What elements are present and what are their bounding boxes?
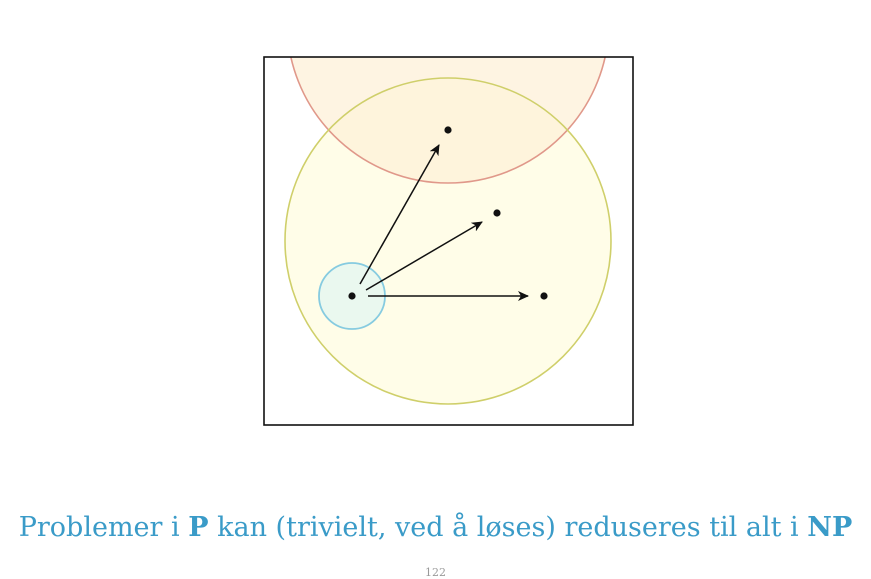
class-np-label: NP bbox=[807, 512, 853, 543]
frame bbox=[263, 56, 634, 426]
caption-text-2: kan (trivielt, ved å løses) reduseres ti… bbox=[208, 512, 808, 543]
slide-caption: Problemer i P kan (trivielt, ved å løses… bbox=[0, 512, 871, 543]
class-p-label: P bbox=[188, 512, 209, 543]
np-problem-point-top bbox=[444, 126, 452, 134]
arrow-to-top-point bbox=[359, 144, 440, 285]
p-problem-point bbox=[348, 292, 356, 300]
caption-text-1: Problemer i bbox=[18, 512, 189, 543]
np-problem-point-right bbox=[540, 292, 548, 300]
np-problem-point-middle bbox=[493, 209, 501, 217]
np-circle-outline bbox=[284, 77, 612, 405]
hard-problems-circle bbox=[290, 57, 606, 184]
arrow-to-middle-point bbox=[365, 221, 483, 291]
page-number: 122 bbox=[425, 566, 446, 579]
